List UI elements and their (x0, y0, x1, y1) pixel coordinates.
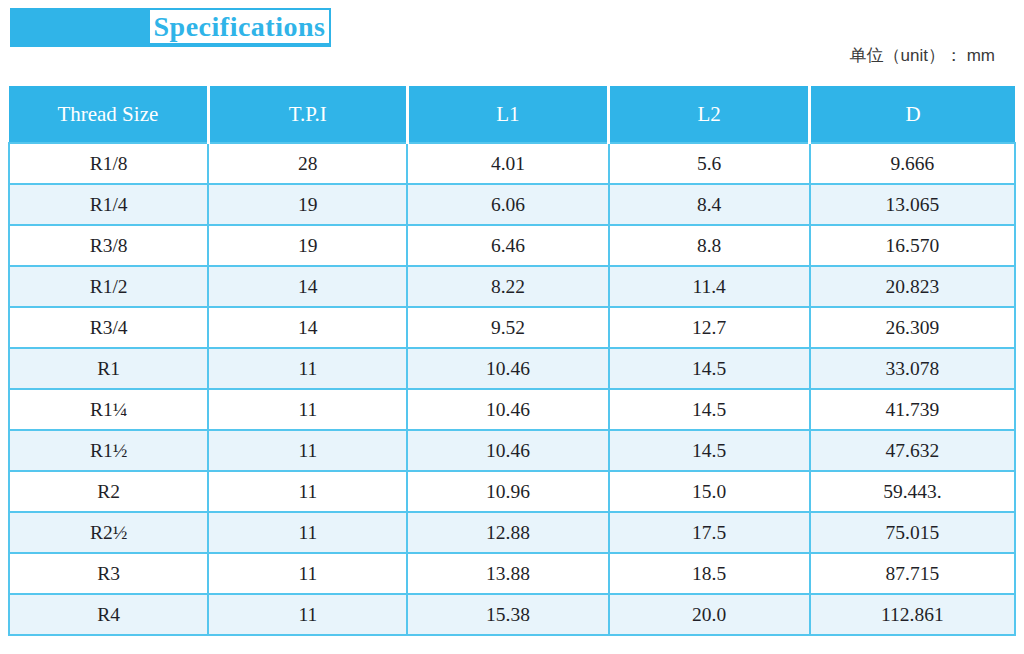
table-cell-d: 41.739 (810, 389, 1015, 430)
table-cell-l1: 8.22 (407, 266, 608, 307)
table-row: R3/8196.468.816.570 (9, 225, 1015, 266)
table-cell-l1: 10.46 (407, 430, 608, 471)
table-cell-l2: 14.5 (609, 389, 810, 430)
table-header: Thread SizeT.P.IL1L2D (9, 86, 1015, 143)
table-cell-t-p-i: 11 (208, 430, 407, 471)
table-cell-d: 33.078 (810, 348, 1015, 389)
table-cell-l2: 11.4 (609, 266, 810, 307)
table-cell-l1: 6.06 (407, 184, 608, 225)
table-cell-thread-size: R1¼ (9, 389, 208, 430)
table-cell-l1: 4.01 (407, 143, 608, 184)
table-cell-d: 16.570 (810, 225, 1015, 266)
table-cell-t-p-i: 11 (208, 389, 407, 430)
table-row: R41115.3820.0112.861 (9, 594, 1015, 635)
table-row: R3/4149.5212.726.309 (9, 307, 1015, 348)
table-cell-thread-size: R1½ (9, 430, 208, 471)
table-cell-d: 13.065 (810, 184, 1015, 225)
table-cell-l1: 10.46 (407, 348, 608, 389)
page-title: Specifications (148, 8, 331, 45)
table-cell-l2: 18.5 (609, 553, 810, 594)
table-cell-thread-size: R1/2 (9, 266, 208, 307)
table-cell-thread-size: R1/8 (9, 143, 208, 184)
table-cell-l1: 12.88 (407, 512, 608, 553)
table-cell-l1: 6.46 (407, 225, 608, 266)
table-row: R1/2148.2211.420.823 (9, 266, 1015, 307)
header-row: Thread SizeT.P.IL1L2D (9, 86, 1015, 143)
table-cell-thread-size: R3/4 (9, 307, 208, 348)
table-cell-l2: 8.4 (609, 184, 810, 225)
table-cell-t-p-i: 11 (208, 348, 407, 389)
specifications-table: Thread SizeT.P.IL1L2D R1/8284.015.69.666… (8, 86, 1016, 636)
table-cell-l2: 12.7 (609, 307, 810, 348)
column-header-t-p-i: T.P.I (208, 86, 407, 143)
table-cell-t-p-i: 19 (208, 225, 407, 266)
table-cell-t-p-i: 19 (208, 184, 407, 225)
table-cell-t-p-i: 11 (208, 471, 407, 512)
table-cell-t-p-i: 14 (208, 307, 407, 348)
table-cell-t-p-i: 11 (208, 553, 407, 594)
table-cell-l2: 17.5 (609, 512, 810, 553)
table-row: R1¼1110.4614.541.739 (9, 389, 1015, 430)
table-row: R1½1110.4614.547.632 (9, 430, 1015, 471)
table-cell-d: 47.632 (810, 430, 1015, 471)
table-cell-d: 26.309 (810, 307, 1015, 348)
table-cell-thread-size: R4 (9, 594, 208, 635)
table-cell-thread-size: R3/8 (9, 225, 208, 266)
table-cell-d: 9.666 (810, 143, 1015, 184)
table-cell-d: 75.015 (810, 512, 1015, 553)
table-cell-l1: 15.38 (407, 594, 608, 635)
table-row: R1/4196.068.413.065 (9, 184, 1015, 225)
table-cell-l2: 15.0 (609, 471, 810, 512)
table-row: R31113.8818.587.715 (9, 553, 1015, 594)
table-cell-l1: 9.52 (407, 307, 608, 348)
table-cell-l2: 14.5 (609, 430, 810, 471)
table-cell-l2: 8.8 (609, 225, 810, 266)
table-cell-l2: 14.5 (609, 348, 810, 389)
table-cell-thread-size: R2½ (9, 512, 208, 553)
table-cell-thread-size: R1 (9, 348, 208, 389)
table-cell-t-p-i: 11 (208, 512, 407, 553)
table-cell-thread-size: R1/4 (9, 184, 208, 225)
table-body: R1/8284.015.69.666R1/4196.068.413.065R3/… (9, 143, 1015, 635)
table-row: R2½1112.8817.575.015 (9, 512, 1015, 553)
table-cell-l2: 5.6 (609, 143, 810, 184)
table-cell-l1: 13.88 (407, 553, 608, 594)
table-cell-thread-size: R3 (9, 553, 208, 594)
table-cell-d: 59.443. (810, 471, 1015, 512)
table-cell-thread-size: R2 (9, 471, 208, 512)
table-cell-d: 20.823 (810, 266, 1015, 307)
column-header-thread-size: Thread Size (9, 86, 208, 143)
table-cell-t-p-i: 11 (208, 594, 407, 635)
spec-sheet-page: Specifications 单位（unit）： mm Thread SizeT… (0, 0, 1024, 654)
table-cell-d: 112.861 (810, 594, 1015, 635)
table-row: R11110.4614.533.078 (9, 348, 1015, 389)
column-header-d: D (810, 86, 1015, 143)
table-cell-t-p-i: 28 (208, 143, 407, 184)
table-row: R21110.9615.059.443. (9, 471, 1015, 512)
table-cell-d: 87.715 (810, 553, 1015, 594)
table-cell-l1: 10.46 (407, 389, 608, 430)
table-cell-l2: 20.0 (609, 594, 810, 635)
column-header-l2: L2 (609, 86, 810, 143)
unit-label: 单位（unit）： mm (850, 44, 995, 67)
table-cell-t-p-i: 14 (208, 266, 407, 307)
table-row: R1/8284.015.69.666 (9, 143, 1015, 184)
column-header-l1: L1 (407, 86, 608, 143)
table-cell-l1: 10.96 (407, 471, 608, 512)
